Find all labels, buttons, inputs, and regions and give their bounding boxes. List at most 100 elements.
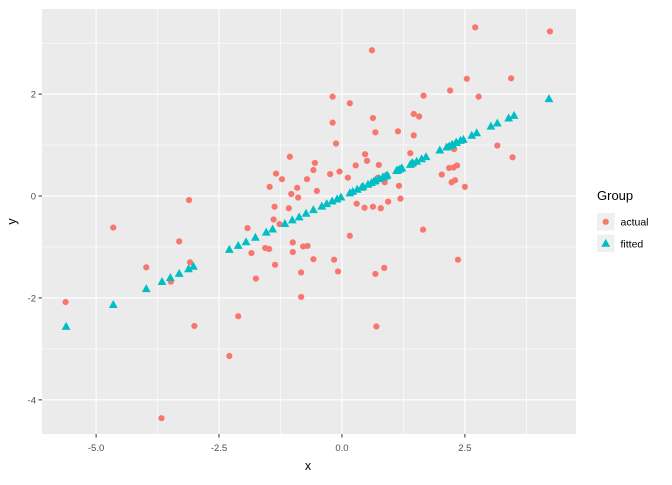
data-point-actual [372, 270, 379, 278]
data-point-actual [62, 298, 69, 306]
data-point-actual [461, 183, 468, 190]
data-point-fitted [509, 110, 519, 119]
data-point-actual [369, 203, 377, 210]
data-point-actual [295, 194, 302, 201]
data-points [61, 24, 554, 422]
legend: Group actual fitted [597, 188, 649, 253]
x-tick-label: 2.5 [458, 443, 471, 454]
legend-marker-fitted-icon [601, 238, 611, 247]
data-point-fitted [332, 194, 342, 203]
data-point-fitted [309, 205, 318, 214]
data-point-actual [419, 226, 427, 233]
data-point-actual [407, 150, 414, 157]
data-point-fitted [467, 130, 477, 139]
data-point-actual [143, 264, 150, 271]
data-point-actual [270, 216, 277, 223]
data-point-actual [278, 176, 286, 183]
data-point-actual [381, 179, 388, 186]
data-point-fitted [268, 224, 278, 233]
data-point-actual [327, 171, 334, 178]
data-point-actual [271, 261, 279, 268]
data-point-actual [416, 113, 423, 120]
data-point-fitted [189, 261, 198, 270]
data-point-fitted [224, 244, 234, 253]
y-tick-label: -4 [28, 395, 36, 406]
data-point-fitted [317, 201, 327, 210]
data-point-actual [509, 154, 516, 161]
data-point-actual [271, 203, 278, 210]
data-point-actual [346, 100, 353, 107]
data-point-actual [110, 224, 117, 231]
data-point-fitted [504, 113, 514, 122]
data-point-actual [373, 323, 380, 330]
data-point-actual [334, 268, 342, 275]
data-point-actual [438, 171, 445, 178]
data-point-fitted [397, 163, 407, 172]
data-point-actual [385, 198, 392, 205]
data-point-actual [546, 28, 554, 35]
data-point-actual [298, 269, 305, 276]
y-tick-label: -2 [28, 293, 36, 304]
data-point-fitted [61, 321, 71, 330]
data-point-actual [248, 249, 255, 257]
data-point-actual [447, 87, 454, 94]
data-point-fitted [492, 118, 502, 127]
data-point-actual [494, 142, 501, 149]
data-point-actual [381, 264, 388, 271]
data-point-actual [394, 128, 402, 135]
data-point-fitted [322, 199, 332, 208]
data-point-fitted [157, 277, 167, 286]
data-point-actual [158, 415, 165, 422]
axis-tick-labels: -5.0 -2.5 0.0 2.5 -4 -2 0 2 [28, 90, 472, 454]
y-tick-label: 0 [31, 191, 36, 202]
data-point-actual [507, 75, 515, 82]
data-point-actual [329, 119, 336, 126]
legend-label-fitted: fitted [621, 238, 644, 250]
data-point-fitted [336, 192, 346, 201]
data-point-actual [313, 187, 320, 195]
data-point-actual [303, 176, 311, 183]
legend-marker-actual-icon [602, 218, 609, 225]
data-point-actual [288, 190, 295, 198]
data-point-actual [410, 132, 417, 139]
data-point-actual [289, 239, 296, 246]
y-axis-title: y [5, 218, 19, 225]
data-point-fitted [448, 139, 457, 148]
data-point-actual [372, 129, 379, 136]
data-point-fitted [165, 272, 175, 281]
data-point-fitted [141, 284, 151, 293]
data-point-fitted [301, 208, 311, 217]
data-point-actual [368, 47, 376, 54]
data-point-fitted [544, 94, 554, 103]
legend-title: Group [597, 188, 633, 203]
data-point-fitted [370, 176, 380, 185]
data-point-actual [176, 238, 183, 245]
data-point-actual [191, 322, 198, 330]
data-point-fitted [280, 218, 290, 227]
data-point-actual [375, 161, 382, 169]
axis-tick-marks [38, 93, 466, 438]
data-point-fitted [382, 170, 392, 179]
data-point-fitted [348, 186, 358, 195]
data-point-actual [336, 168, 343, 175]
data-point-fitted [233, 240, 243, 249]
data-point-fitted [251, 232, 260, 241]
plot-panel [42, 9, 576, 434]
data-point-actual [226, 352, 233, 360]
data-point-fitted [327, 196, 337, 205]
data-point-actual [420, 92, 427, 99]
data-point-actual [446, 164, 453, 172]
data-point-fitted [452, 137, 461, 146]
data-point-actual [310, 256, 317, 263]
data-point-fitted [412, 156, 422, 165]
data-point-fitted [352, 184, 362, 193]
data-point-actual [410, 110, 417, 118]
data-point-fitted [261, 227, 271, 236]
data-point-actual [286, 153, 293, 160]
data-point-actual [252, 275, 259, 282]
x-axis-title: x [305, 459, 312, 473]
data-point-actual [448, 179, 455, 186]
data-point-actual [352, 162, 359, 169]
data-point-actual [276, 220, 283, 228]
